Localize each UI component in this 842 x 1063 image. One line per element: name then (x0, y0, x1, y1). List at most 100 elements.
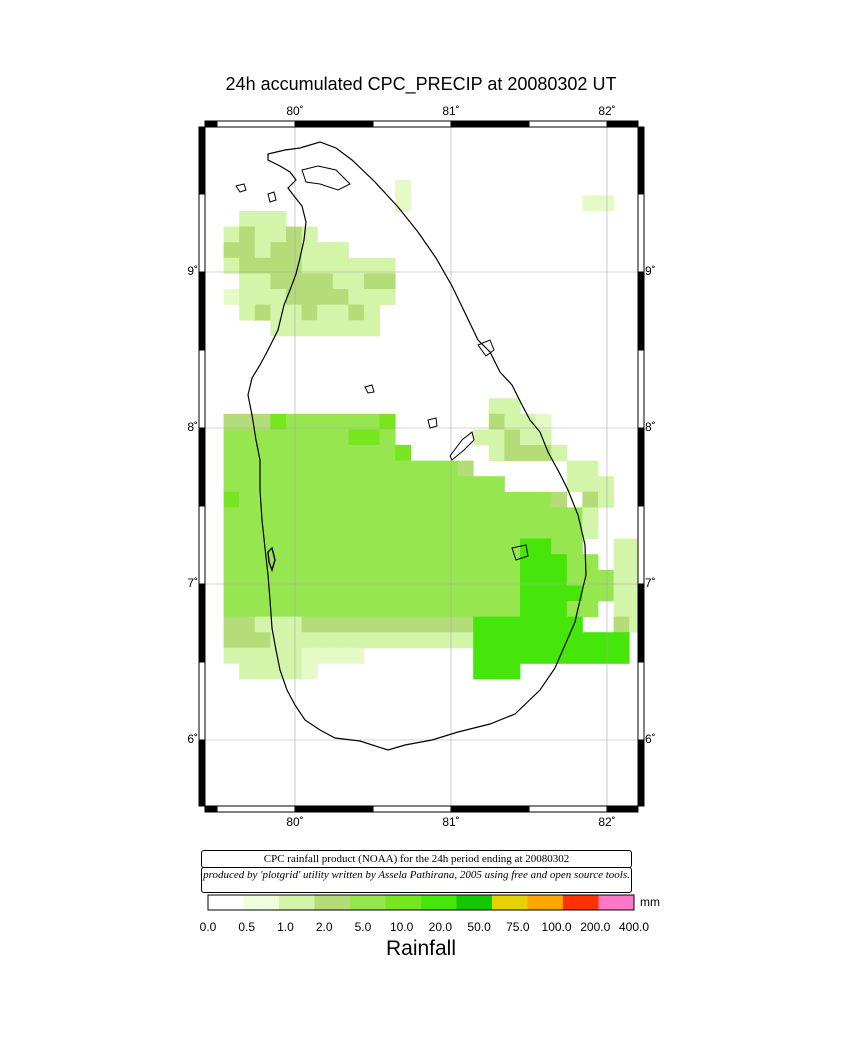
precip-cell (504, 569, 521, 586)
precip-cell (582, 632, 599, 649)
precip-cell (629, 569, 638, 586)
precip-cell (395, 585, 412, 602)
precip-cell (488, 445, 505, 461)
precip-cell (379, 507, 396, 524)
precip-cell (270, 445, 287, 461)
precip-cell (457, 601, 474, 617)
precip-cell (286, 569, 302, 586)
precip-cell (410, 476, 427, 493)
precip-cell (364, 632, 380, 649)
precip-cell (410, 632, 427, 649)
precip-cell (348, 460, 365, 477)
precip-cell (286, 554, 302, 571)
precip-cell (473, 616, 490, 633)
tick-label: 6˚ (187, 732, 198, 746)
precip-cell (488, 507, 505, 524)
precip-cell (582, 585, 599, 602)
precip-cell (504, 413, 521, 430)
precip-cell (410, 601, 427, 617)
precip-cell (239, 632, 256, 649)
precip-cell (332, 476, 349, 493)
precip-cell (535, 413, 552, 430)
precip-cell (270, 491, 287, 508)
precip-cell (332, 647, 349, 664)
precip-cell (488, 569, 505, 586)
precip-cell (348, 257, 365, 274)
precip-cell (270, 242, 287, 259)
precip-cell (379, 491, 396, 508)
precip-cell (535, 507, 552, 524)
precip-cell (551, 445, 568, 461)
precip-cell (254, 647, 271, 664)
precip-cell (301, 460, 318, 477)
precip-cell (301, 242, 318, 259)
precip-cell (301, 647, 318, 664)
precip-cell (504, 429, 521, 446)
tick-label: 81˚ (442, 815, 460, 829)
precip-cell (488, 585, 505, 602)
precip-cell (410, 538, 427, 555)
precip-cell (520, 569, 536, 586)
precip-cell (410, 460, 427, 477)
precip-cell (239, 226, 256, 243)
precip-cell (551, 554, 568, 571)
precip-cell (317, 476, 334, 493)
precip-cell (598, 647, 614, 664)
precip-cell (270, 601, 287, 617)
precip-cell (364, 585, 380, 602)
precip-cell (301, 632, 318, 649)
precip-cell (598, 569, 614, 586)
precip-cell (410, 523, 427, 539)
precip-cell (348, 616, 365, 633)
colorbar-label: 100.0 (541, 920, 572, 934)
precip-cell (301, 304, 318, 321)
precip-cell (332, 585, 349, 602)
puttalam-lagoon (267, 546, 276, 573)
colorbar-box (421, 895, 457, 910)
tick-label: 6˚ (645, 732, 656, 746)
colorbar-label: 20.0 (428, 920, 453, 934)
precip-cell (442, 507, 458, 524)
precip-cell (613, 585, 630, 602)
sri-lanka-coastline (247, 141, 587, 751)
precip-cell (332, 257, 349, 274)
precip-cell (317, 523, 334, 539)
precip-cell (270, 569, 287, 586)
precip-cell (317, 491, 334, 508)
precip-cell (364, 289, 380, 305)
precip-cell (566, 476, 583, 493)
precip-cell (254, 413, 271, 430)
precip-cell (520, 601, 536, 617)
precip-cell (223, 507, 240, 524)
precip-cell (254, 616, 271, 633)
precip-cell (317, 320, 334, 337)
precip-cell (332, 289, 349, 305)
precip-cell (535, 538, 552, 555)
tick-label: 9˚ (187, 264, 198, 278)
precip-cell (395, 179, 412, 196)
precip-cell (254, 289, 271, 305)
precip-cell (395, 632, 412, 649)
precip-cell (395, 523, 412, 539)
precip-cell (286, 647, 302, 664)
precip-cell (379, 476, 396, 493)
colorbar-box (563, 895, 599, 910)
precip-cell (520, 429, 536, 446)
precip-cell (379, 523, 396, 539)
precip-cell (239, 257, 256, 274)
precip-cell (442, 585, 458, 602)
precip-cell (239, 211, 256, 227)
colorbar-box (456, 895, 492, 910)
precip-cell (317, 585, 334, 602)
precip-cell (332, 445, 349, 461)
precip-cell (520, 538, 536, 555)
precip-cell (551, 647, 568, 664)
graticule (205, 127, 638, 806)
precip-cell (629, 554, 638, 571)
precip-cell (488, 413, 505, 430)
precip-cell (504, 445, 521, 461)
precip-cell (473, 632, 490, 649)
precip-cell (364, 616, 380, 633)
colorbar-box (527, 895, 563, 910)
